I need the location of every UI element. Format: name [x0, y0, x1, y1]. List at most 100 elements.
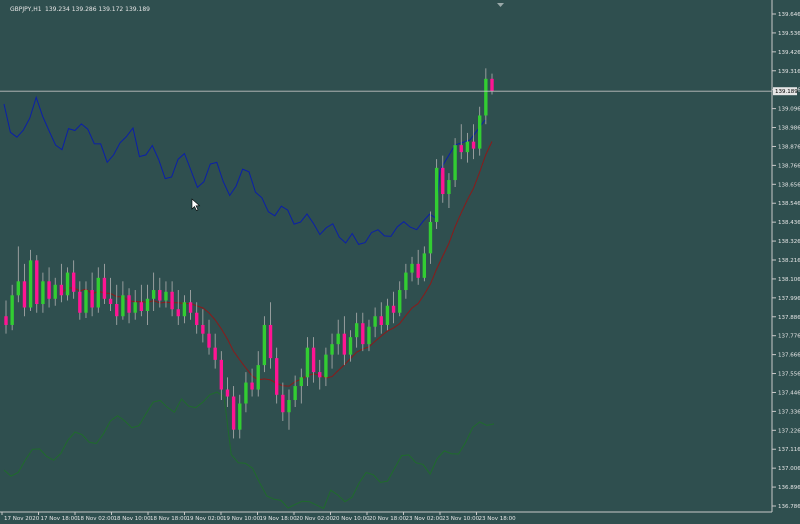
bearish-candle [471, 141, 476, 149]
bearish-candle [176, 309, 180, 317]
bullish-candle [428, 221, 433, 254]
bullish-candle [434, 167, 439, 222]
arrow-cursor-icon [191, 198, 201, 211]
price-tick-label: 139.646 [778, 12, 800, 18]
green-indicator-line [3, 391, 495, 510]
time-tick-label: 19 Nov 02:00 [187, 516, 225, 522]
price-tick-label: 137.556 [778, 372, 800, 378]
bullish-candle [484, 78, 488, 116]
bullish-candle [299, 377, 303, 387]
bearish-candle [59, 284, 64, 296]
bearish-candle [391, 305, 396, 313]
green-indicator-layer [3, 391, 495, 510]
time-tick-label: 20 Nov 02:00 [296, 516, 334, 522]
blue-indicator-line [3, 95, 486, 245]
bullish-candle [28, 260, 33, 308]
time-tick-label: 23 Nov 10:00 [442, 516, 480, 522]
time-tick-label: 18 Nov 02:00 [77, 516, 115, 522]
bullish-candle [453, 145, 457, 181]
bullish-candle [373, 316, 377, 327]
bullish-candle [398, 290, 402, 313]
bullish-candle [465, 141, 470, 153]
price-tick-label: 138.106 [778, 277, 800, 283]
bullish-candle [336, 333, 340, 345]
price-tick-label: 137.116 [778, 447, 800, 453]
current-price-layer: 139.189 [0, 87, 798, 96]
bullish-candle [287, 400, 291, 413]
bullish-candle [348, 337, 353, 355]
bullish-candle [145, 298, 150, 311]
bullish-candle [164, 291, 168, 301]
bearish-candle [318, 372, 322, 378]
price-tick-label: 138.656 [778, 182, 800, 188]
price-tick-label: 138.436 [778, 220, 800, 226]
price-tick-label: 139.096 [778, 107, 800, 113]
bullish-candle [330, 344, 334, 355]
bearish-candle [250, 382, 254, 390]
bullish-candle [96, 277, 100, 308]
blue-indicator-layer [3, 95, 486, 245]
bearish-candle [71, 272, 76, 292]
bearish-candle [379, 316, 383, 325]
bearish-candle [195, 312, 199, 325]
bearish-candle [115, 304, 119, 317]
bearish-candle [281, 394, 285, 413]
bearish-candle [158, 290, 162, 301]
price-tick-label: 137.886 [778, 315, 800, 321]
dropdown-triangle-icon[interactable] [497, 3, 504, 7]
price-tick-label: 136.896 [778, 485, 800, 491]
bearish-candle [361, 323, 365, 345]
time-tick-label: 23 Nov 18:00 [479, 516, 517, 522]
bullish-candle [404, 272, 408, 291]
bullish-candle [324, 354, 328, 378]
bullish-candle [84, 290, 88, 313]
bearish-candle [490, 78, 494, 92]
bullish-candle [16, 281, 20, 296]
bearish-candle [188, 302, 193, 313]
bullish-candle [354, 323, 359, 338]
candles-layer [4, 68, 494, 439]
price-tick-label: 139.536 [778, 31, 800, 37]
bullish-candle [305, 347, 310, 378]
price-tick-label: 137.666 [778, 353, 800, 359]
current-price-tag [773, 87, 797, 96]
bearish-candle [108, 298, 113, 305]
bearish-candle [459, 145, 463, 153]
bullish-candle [422, 253, 427, 278]
bullish-candle [367, 326, 371, 345]
price-tick-label: 139.316 [778, 69, 800, 75]
price-tick-label: 138.326 [778, 239, 800, 245]
price-tick-label: 137.226 [778, 428, 800, 434]
time-tick-label: 23 Nov 02:00 [406, 516, 444, 522]
price-tick-label: 138.986 [778, 126, 800, 132]
current-price-label: 139.189 [775, 89, 798, 95]
bearish-candle [47, 281, 51, 299]
bullish-candle [293, 386, 297, 401]
bearish-candle [139, 302, 144, 311]
bearish-candle [127, 295, 131, 313]
bearish-candle [213, 347, 217, 360]
price-tick-label: 137.996 [778, 296, 800, 302]
price-tick-label: 138.216 [778, 258, 800, 264]
time-tick-label: 20 Nov 10:00 [333, 516, 371, 522]
bullish-candle [410, 263, 414, 273]
price-tick-label: 137.776 [778, 334, 800, 340]
bullish-candle [10, 295, 14, 325]
time-tick-label: 18 Nov 18:00 [150, 516, 188, 522]
bearish-candle [207, 333, 211, 348]
bullish-candle [65, 272, 70, 296]
bearish-candle [201, 324, 205, 334]
bearish-candle [311, 347, 316, 373]
bullish-candle [182, 302, 187, 317]
price-axis-ticks: 139.646139.536139.426139.316139.206139.0… [772, 12, 800, 510]
time-tick-label: 17 Nov 18:00 [41, 516, 79, 522]
bearish-candle [342, 333, 347, 355]
price-tick-label: 139.426 [778, 50, 800, 56]
chart-header-symbol: GBPJPY,H1 [10, 6, 42, 13]
axes-layer [0, 0, 773, 513]
bullish-candle [478, 115, 482, 149]
bullish-candle [133, 302, 137, 313]
time-tick-label: 18 Nov 10:00 [114, 516, 152, 522]
